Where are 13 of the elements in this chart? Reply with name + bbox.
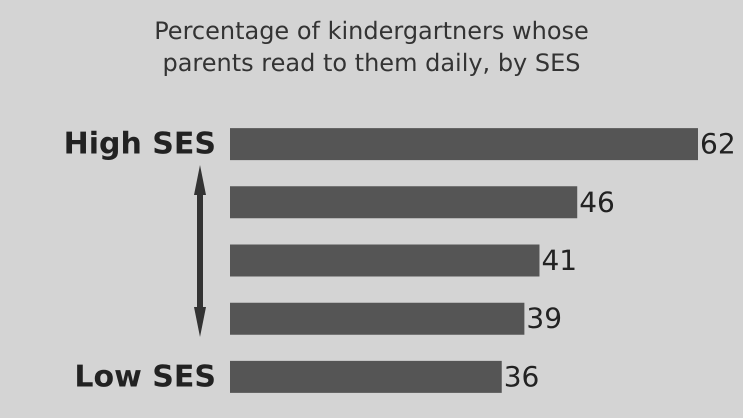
data-label: 62 xyxy=(700,128,736,161)
data-label: 46 xyxy=(579,186,615,219)
data-label: 39 xyxy=(526,302,562,336)
data-label: 41 xyxy=(541,244,578,277)
bar xyxy=(230,302,524,335)
bar xyxy=(230,244,540,276)
y-tick-label: High SES xyxy=(64,126,216,162)
chart-title: Percentage of kindergartners whose parents read to them daily, by SES xyxy=(154,17,589,77)
bar xyxy=(230,128,698,160)
bar xyxy=(230,360,502,393)
bar xyxy=(230,186,578,218)
y-tick-label: Low SES xyxy=(74,359,216,394)
data-label: 36 xyxy=(504,360,540,394)
